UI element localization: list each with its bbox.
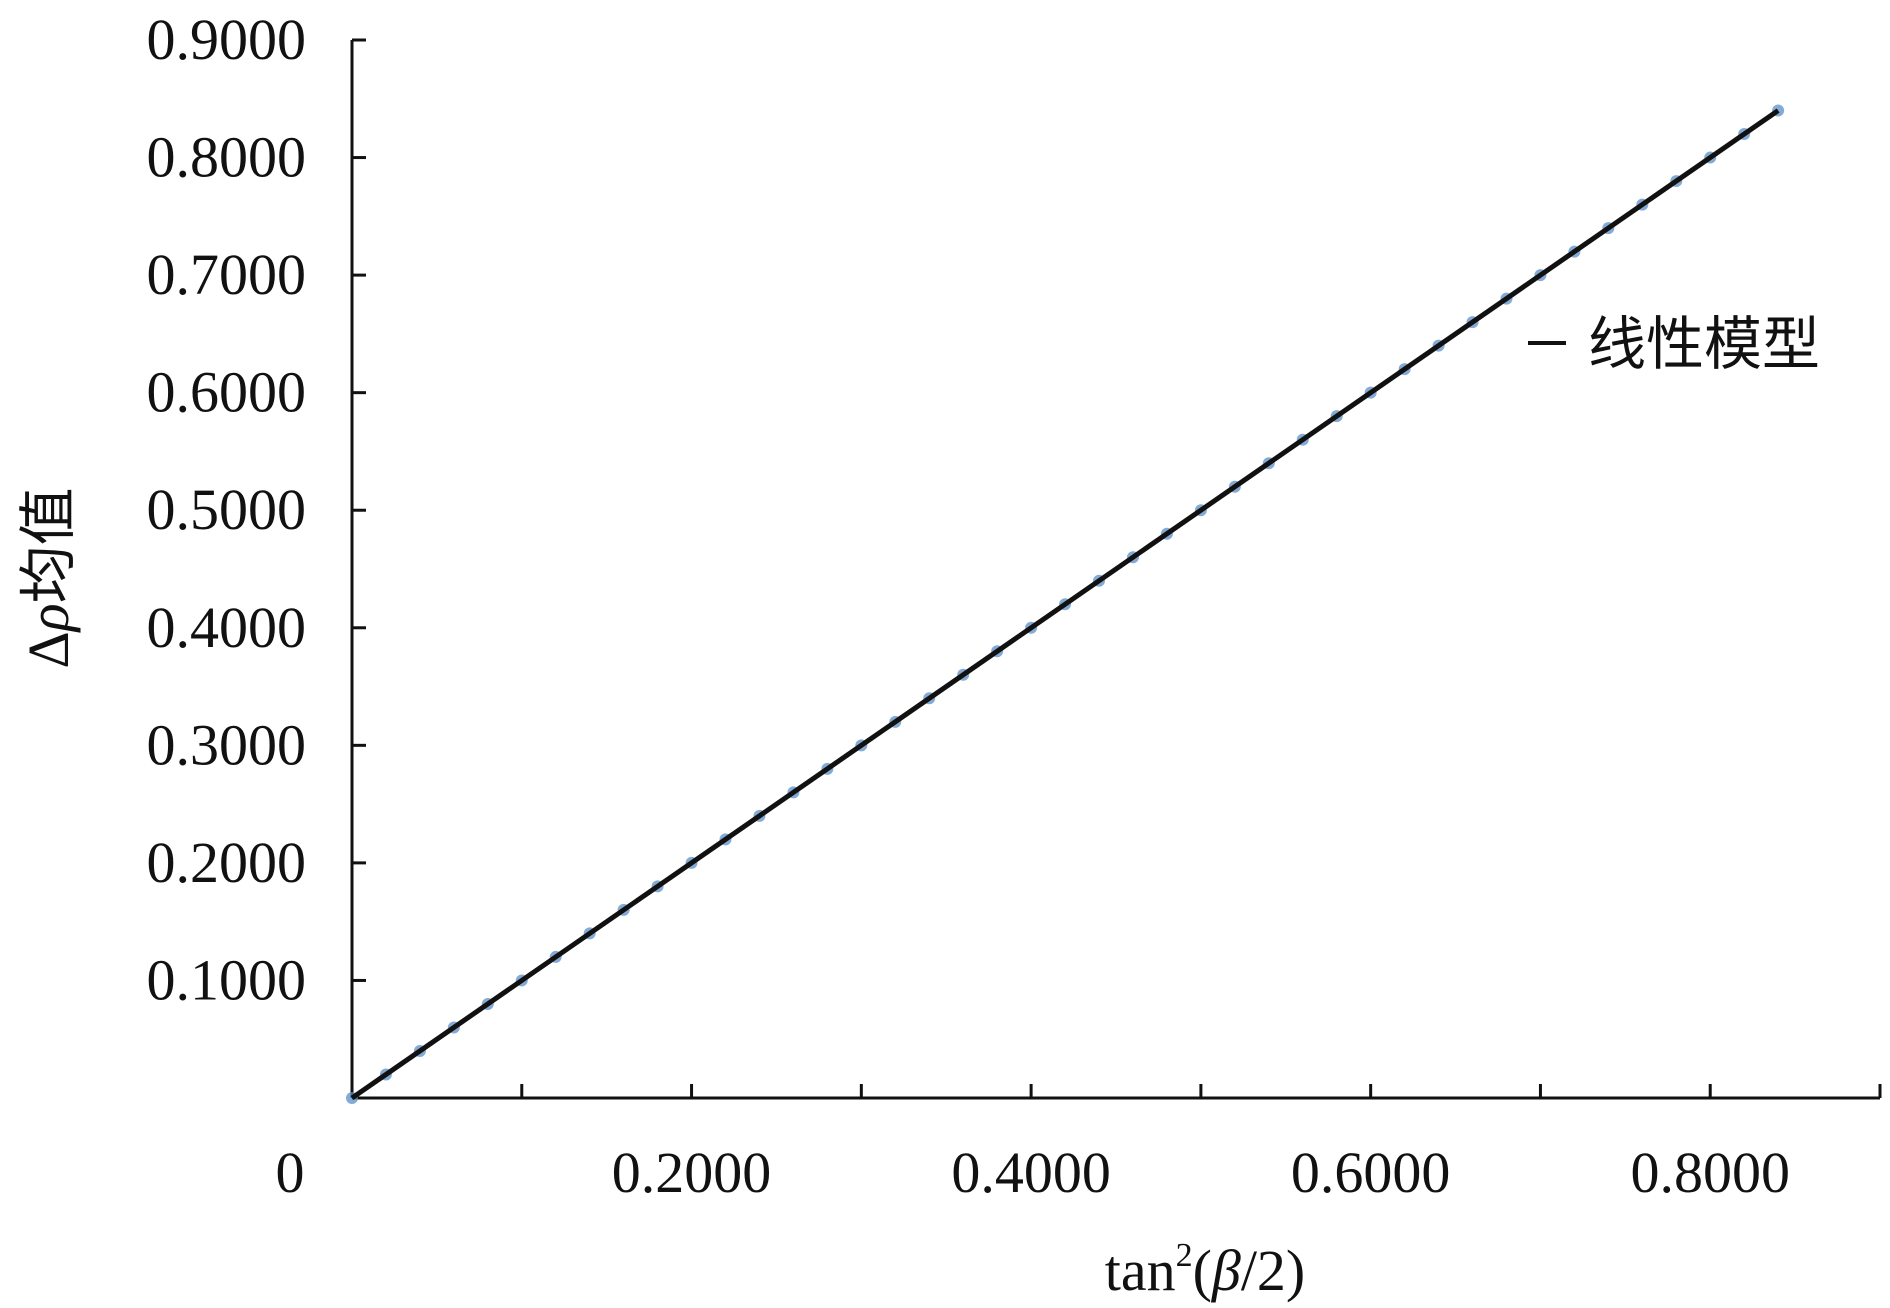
y-tick-label: 0.9000 <box>147 7 307 72</box>
y-axis-label-suffix: 均值 <box>16 487 81 603</box>
x-tick-label: 0.8000 <box>1630 1140 1790 1205</box>
x-axis-label: tan2(β/2) <box>1105 1237 1306 1303</box>
plot-area <box>346 104 1785 1104</box>
y-axis-label: Δρ均值 <box>16 487 81 668</box>
axes <box>350 40 1880 1100</box>
y-tick-label: 0.1000 <box>147 947 307 1012</box>
axis-ticks <box>352 38 1882 1098</box>
x-axis-label-open-paren: ( <box>1193 1238 1212 1303</box>
legend-label: 线性模型 <box>1588 312 1820 377</box>
tick-labels: 0.1000 0.2000 0.3000 0.4000 0.5000 0.6000 0.70… <box>147 7 1790 1205</box>
legend: 线性模型 <box>1528 312 1820 377</box>
x-axis-label-symbol: β <box>1211 1238 1241 1303</box>
x-tick-label: 0.4000 <box>951 1140 1111 1205</box>
y-axis-label-prefix: Δ <box>16 631 81 668</box>
y-tick-label: 0.8000 <box>147 125 307 190</box>
y-tick-label: 0.4000 <box>147 595 307 660</box>
x-axis-label-superscript: 2 <box>1176 1237 1193 1274</box>
x-tick-label: 0 <box>276 1140 305 1205</box>
x-axis-label-suffix: /2) <box>1241 1238 1305 1303</box>
y-tick-label: 0.7000 <box>147 242 307 307</box>
y-tick-label: 0.5000 <box>147 477 307 542</box>
x-tick-label: 0.2000 <box>612 1140 772 1205</box>
y-tick-label: 0.3000 <box>147 712 307 777</box>
y-axis-label-symbol: ρ <box>16 603 81 633</box>
x-tick-label: 0.6000 <box>1291 1140 1451 1205</box>
y-tick-label: 0.2000 <box>147 830 307 895</box>
linear-model-line <box>350 108 1780 1101</box>
x-axis-label-prefix: tan <box>1105 1238 1176 1303</box>
y-tick-label: 0.6000 <box>147 360 307 425</box>
